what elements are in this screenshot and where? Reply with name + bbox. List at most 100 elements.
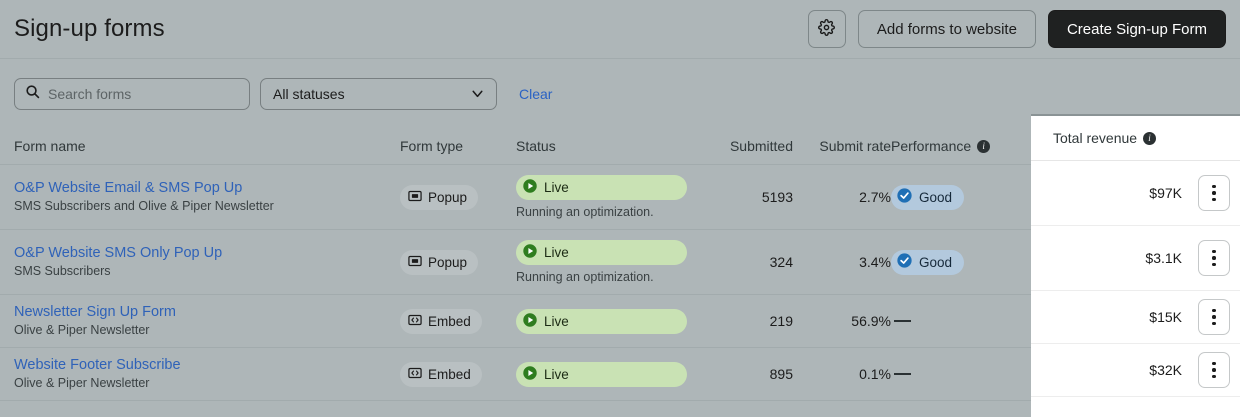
play-circle-icon [522, 312, 538, 331]
kebab-menu-icon [1212, 308, 1216, 313]
chevron-down-icon [469, 85, 486, 102]
forms-table: Form name Form type Status Submitted Sub… [0, 128, 1240, 401]
status-filter-value: All statuses [273, 85, 345, 102]
column-header-submit-rate: Submit rate [819, 138, 891, 154]
status-badge: Live [516, 175, 687, 200]
filter-bar: All statuses Clear [0, 59, 1240, 128]
form-name-link[interactable]: Newsletter Sign Up Form [14, 304, 176, 320]
form-type-badge: Popup [400, 249, 479, 275]
form-lists-label: SMS Subscribers and Olive & Piper Newsle… [14, 199, 274, 213]
row-menu-button[interactable] [1198, 240, 1230, 276]
submit-rate-cell: 0.1% [859, 366, 891, 382]
performance-label: Good [919, 189, 953, 205]
performance-badge: Good [891, 184, 965, 210]
status-cell: Live [516, 308, 687, 334]
page-title: Sign-up forms [14, 15, 165, 42]
form-type-label: Popup [428, 254, 468, 270]
performance-cell [891, 312, 1024, 330]
status-note: Running an optimization. [516, 270, 654, 284]
status-label: Live [544, 180, 569, 195]
status-cell: Live Running an optimization. [516, 175, 687, 219]
performance-label: Good [919, 254, 953, 270]
search-forms-field[interactable] [14, 77, 250, 110]
status-filter-select[interactable]: All statuses [260, 77, 497, 110]
revenue-row: $32K [1031, 344, 1240, 397]
status-badge: Live [516, 240, 687, 265]
form-name-link[interactable]: O&P Website Email & SMS Pop Up [14, 180, 243, 196]
dash-icon [894, 319, 911, 322]
form-lists-label: Olive & Piper Newsletter [14, 376, 150, 390]
form-name-link[interactable]: Website Footer Subscribe [14, 357, 181, 373]
row-menu-button[interactable] [1198, 175, 1230, 211]
submitted-cell: 324 [769, 254, 793, 270]
form-type-cell: Popup [400, 249, 516, 275]
form-type-badge: Embed [400, 361, 482, 387]
form-type-badge: Embed [400, 308, 482, 334]
column-header-performance: Performance i [891, 138, 1024, 154]
embed-icon [408, 366, 422, 383]
revenue-amount: $15K [1149, 309, 1182, 325]
revenue-amount: $97K [1149, 185, 1182, 201]
revenue-row: $97K [1031, 161, 1240, 226]
kebab-menu-icon [1212, 361, 1216, 366]
table-header-row: Form name Form type Status Submitted Sub… [0, 128, 1240, 165]
kebab-menu-icon [1212, 249, 1216, 254]
revenue-row: $15K [1031, 291, 1240, 344]
gear-icon [818, 19, 836, 39]
kebab-menu-icon [1212, 184, 1216, 189]
status-badge: Live [516, 361, 687, 387]
form-type-label: Popup [428, 189, 468, 205]
form-type-cell: Embed [400, 361, 516, 387]
submitted-cell: 219 [769, 313, 793, 329]
form-type-label: Embed [428, 313, 471, 329]
submitted-cell: 5193 [761, 189, 793, 205]
column-header-status: Status [516, 138, 556, 154]
status-cell: Live [516, 361, 687, 387]
table-row[interactable]: Website Footer Subscribe Olive & Piper N… [0, 348, 1240, 401]
performance-cell: Good [891, 184, 1024, 210]
performance-cell [891, 365, 1024, 383]
table-row[interactable]: O&P Website SMS Only Pop Up SMS Subscrib… [0, 230, 1240, 295]
add-forms-to-website-button[interactable]: Add forms to website [857, 10, 1036, 48]
check-circle-icon [896, 252, 913, 272]
header-actions: Add forms to website Create Sign-up Form [807, 10, 1226, 48]
form-name-cell: Newsletter Sign Up Form Olive & Piper Ne… [14, 303, 400, 339]
revenue-amount: $3.1K [1145, 250, 1182, 266]
status-label: Live [544, 245, 569, 260]
page-header: Sign-up forms Add forms to website Creat… [0, 0, 1240, 59]
status-badge: Live [516, 308, 687, 334]
form-type-label: Embed [428, 366, 471, 382]
embed-icon [408, 313, 422, 330]
row-menu-button[interactable] [1198, 352, 1230, 388]
form-name-cell: Website Footer Subscribe Olive & Piper N… [14, 356, 400, 392]
submitted-cell: 895 [769, 366, 793, 382]
create-signup-form-button[interactable]: Create Sign-up Form [1047, 10, 1226, 48]
revenue-amount: $32K [1149, 362, 1182, 378]
submit-rate-cell: 56.9% [851, 313, 891, 329]
play-circle-icon [522, 365, 538, 384]
table-row[interactable]: O&P Website Email & SMS Pop Up SMS Subsc… [0, 165, 1240, 230]
form-lists-label: SMS Subscribers [14, 264, 111, 278]
column-header-performance-label: Performance [891, 138, 972, 154]
column-header-submitted: Submitted [729, 138, 793, 154]
form-type-cell: Embed [400, 308, 516, 334]
column-header-form-name: Form name [14, 138, 86, 154]
check-circle-icon [896, 187, 913, 207]
popup-icon [408, 254, 422, 271]
settings-button[interactable] [807, 10, 846, 48]
form-name-link[interactable]: O&P Website SMS Only Pop Up [14, 245, 223, 261]
status-note: Running an optimization. [516, 205, 654, 219]
play-circle-icon [522, 243, 538, 262]
table-row[interactable]: Newsletter Sign Up Form Olive & Piper Ne… [0, 295, 1240, 348]
search-input[interactable] [48, 85, 239, 102]
form-name-cell: O&P Website Email & SMS Pop Up SMS Subsc… [14, 179, 400, 215]
info-icon[interactable]: i [977, 139, 991, 153]
status-label: Live [544, 366, 569, 382]
submit-rate-cell: 2.7% [859, 189, 891, 205]
play-circle-icon [522, 178, 538, 197]
clear-filters-link[interactable]: Clear [519, 85, 553, 102]
row-menu-button[interactable] [1198, 299, 1230, 335]
performance-badge: Good [891, 249, 965, 275]
form-type-badge: Popup [400, 184, 479, 210]
